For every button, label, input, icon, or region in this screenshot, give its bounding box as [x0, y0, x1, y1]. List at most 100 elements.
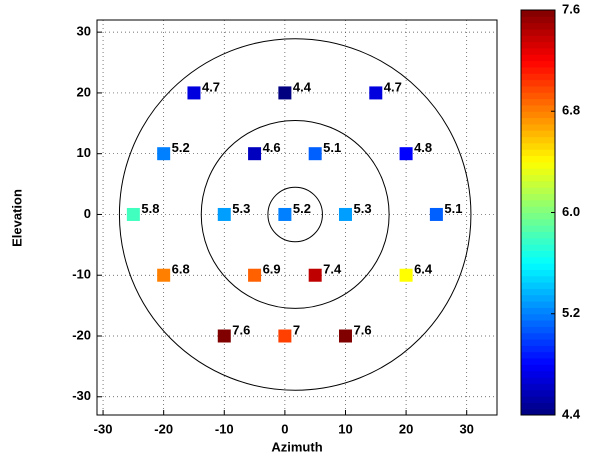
- marker: [308, 147, 322, 161]
- colorbar-band: [521, 98, 555, 106]
- ring: [267, 186, 323, 243]
- x-tick-label: 20: [399, 421, 413, 436]
- marker: [278, 329, 292, 343]
- data-label: 5.2: [293, 201, 311, 216]
- colorbar-band: [521, 161, 555, 169]
- colorbar-tick-label: 4.4: [562, 406, 581, 421]
- marker: [429, 207, 443, 221]
- colorbar-band: [521, 117, 555, 125]
- marker: [217, 329, 231, 343]
- colorbar-band: [521, 136, 555, 144]
- marker: [187, 86, 201, 100]
- x-tick-label: -20: [154, 421, 173, 436]
- colorbar-band: [521, 73, 555, 81]
- data-label: 4.6: [263, 140, 281, 155]
- colorbar-band: [521, 408, 555, 416]
- colorbar-band: [521, 358, 555, 365]
- y-tick-label: -20: [72, 327, 91, 342]
- data-label: 6.4: [414, 262, 433, 277]
- colorbar-band: [521, 92, 555, 100]
- colorbar-band: [521, 187, 555, 195]
- colorbar-band: [521, 60, 555, 68]
- colorbar-band: [521, 155, 555, 163]
- y-tick-label: -10: [72, 267, 91, 282]
- colorbar-band: [521, 199, 555, 207]
- colorbar-tick-label: 7.6: [562, 1, 580, 16]
- marker: [248, 147, 262, 161]
- colorbar-band: [521, 22, 555, 30]
- colorbar-band: [521, 396, 555, 403]
- colorbar-band: [521, 130, 555, 138]
- colorbar-band: [521, 174, 555, 182]
- x-tick-label: 10: [338, 421, 352, 436]
- colorbar-band: [521, 326, 555, 334]
- data-label: 4.7: [384, 79, 402, 94]
- x-tick-label: -10: [215, 421, 234, 436]
- colorbar-band: [521, 142, 555, 150]
- colorbar-band: [521, 288, 555, 296]
- y-tick-label: 30: [77, 24, 91, 39]
- marker: [126, 207, 140, 221]
- colorbar-band: [521, 263, 555, 270]
- plot-frame: [96, 19, 498, 416]
- marker: [399, 268, 413, 282]
- marker: [278, 86, 292, 100]
- colorbar-band: [521, 168, 555, 176]
- marker: [278, 207, 292, 221]
- colorbar-band: [521, 256, 555, 264]
- colorbar-band: [521, 28, 555, 36]
- colorbar-tick-label: 6.0: [562, 204, 580, 219]
- x-tick-label: 0: [281, 421, 288, 436]
- colorbar-band: [521, 206, 555, 213]
- data-label: 5.3: [232, 201, 250, 216]
- data-label: 5.2: [172, 140, 190, 155]
- colorbar-band: [521, 79, 555, 87]
- colorbar-band: [521, 332, 555, 340]
- colorbar-band: [521, 225, 555, 232]
- colorbar-band: [521, 370, 555, 378]
- y-tick-label: 20: [77, 84, 91, 99]
- colorbar-band: [521, 85, 555, 93]
- marker: [338, 207, 352, 221]
- colorbar-band: [521, 282, 555, 289]
- colorbar-tick-label: 6.8: [562, 103, 580, 118]
- data-label: 5.1: [444, 201, 462, 216]
- colorbar-band: [521, 345, 555, 353]
- y-tick-label: 10: [77, 145, 91, 160]
- data-label: 7.6: [232, 322, 250, 337]
- colorbar-band: [521, 351, 555, 359]
- x-tick-label: -30: [94, 421, 113, 436]
- colorbar-band: [521, 111, 555, 119]
- colorbar-band: [521, 307, 555, 315]
- colorbar-band: [521, 193, 555, 201]
- colorbar-band: [521, 250, 555, 258]
- data-label: 4.4: [293, 79, 312, 94]
- x-axis-label: Azimuth: [271, 439, 322, 454]
- colorbar-band: [521, 339, 555, 346]
- colorbar-band: [521, 104, 555, 112]
- y-axis-label: Elevation: [9, 189, 24, 247]
- colorbar-band: [521, 364, 555, 372]
- colorbar-band: [521, 35, 555, 43]
- colorbar-band: [521, 269, 555, 277]
- data-label: 4.7: [202, 79, 220, 94]
- marker: [369, 86, 383, 100]
- data-label: 7.4: [323, 262, 342, 277]
- data-label: 6.8: [172, 262, 190, 277]
- marker: [217, 207, 231, 221]
- y-tick-label: -30: [72, 388, 91, 403]
- colorbar-band: [521, 402, 555, 410]
- marker: [248, 268, 262, 282]
- ring: [200, 120, 390, 309]
- colorbar-band: [521, 244, 555, 251]
- marker: [308, 268, 322, 282]
- colorbar-band: [521, 301, 555, 308]
- data-label: 7: [293, 322, 300, 337]
- data-label: 4.8: [414, 140, 432, 155]
- colorbar-band: [521, 294, 555, 302]
- colorbar-band: [521, 10, 555, 17]
- colorbar-band: [521, 275, 555, 283]
- colorbar-band: [521, 123, 555, 131]
- colorbar-band: [521, 180, 555, 188]
